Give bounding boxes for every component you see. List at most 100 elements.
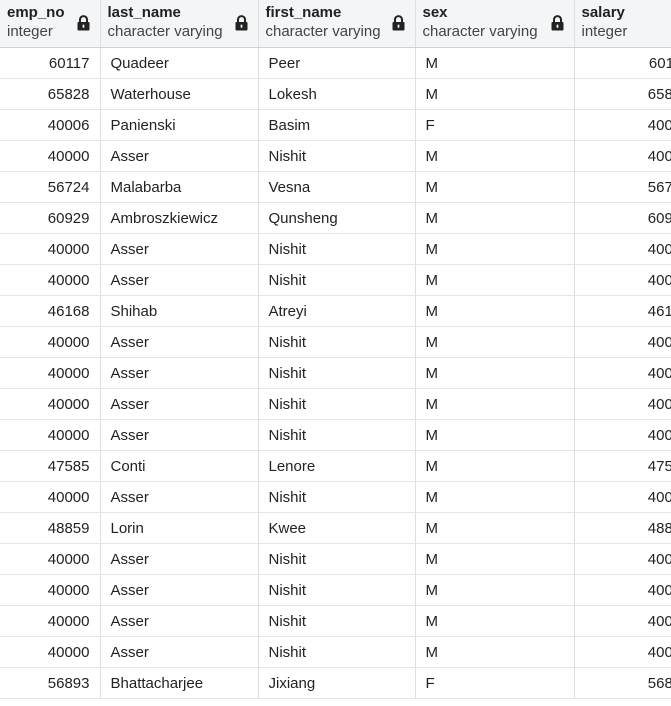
cell-sex[interactable]: M xyxy=(415,636,575,668)
cell-emp-no[interactable]: 60929 xyxy=(0,202,101,234)
cell-salary[interactable]: 65828 xyxy=(574,78,671,110)
cell-first-name[interactable]: Nishit xyxy=(258,140,416,172)
cell-salary[interactable]: 60117 xyxy=(574,47,671,79)
table-row[interactable]: 40006PanienskiBasimF40006 xyxy=(0,109,671,141)
cell-sex[interactable]: M xyxy=(415,202,575,234)
cell-salary[interactable]: 48859 xyxy=(574,512,671,544)
cell-last-name[interactable]: Asser xyxy=(100,326,259,358)
column-header-last-name[interactable]: last_name character varying xyxy=(100,0,259,48)
cell-first-name[interactable]: Nishit xyxy=(258,636,416,668)
table-row[interactable]: 56893BhattacharjeeJixiangF56893 xyxy=(0,667,671,699)
cell-sex[interactable]: M xyxy=(415,78,575,110)
cell-emp-no[interactable]: 40000 xyxy=(0,574,101,606)
cell-salary[interactable]: 40000 xyxy=(574,326,671,358)
cell-emp-no[interactable]: 56724 xyxy=(0,171,101,203)
cell-emp-no[interactable]: 46168 xyxy=(0,295,101,327)
table-row[interactable]: 40000AsserNishitM40000 xyxy=(0,481,671,513)
cell-sex[interactable]: M xyxy=(415,574,575,606)
cell-emp-no[interactable]: 40000 xyxy=(0,140,101,172)
cell-first-name[interactable]: Vesna xyxy=(258,171,416,203)
cell-last-name[interactable]: Lorin xyxy=(100,512,259,544)
cell-emp-no[interactable]: 60117 xyxy=(0,47,101,79)
cell-emp-no[interactable]: 56893 xyxy=(0,667,101,699)
cell-emp-no[interactable]: 47585 xyxy=(0,450,101,482)
cell-first-name[interactable]: Nishit xyxy=(258,419,416,451)
cell-sex[interactable]: M xyxy=(415,512,575,544)
cell-salary[interactable]: 56724 xyxy=(574,171,671,203)
cell-sex[interactable]: M xyxy=(415,388,575,420)
cell-salary[interactable]: 40000 xyxy=(574,233,671,265)
column-header-first-name[interactable]: first_name character varying xyxy=(258,0,416,48)
table-row[interactable]: 40000AsserNishitM40000 xyxy=(0,636,671,668)
cell-last-name[interactable]: Asser xyxy=(100,264,259,296)
cell-emp-no[interactable]: 65828 xyxy=(0,78,101,110)
cell-salary[interactable]: 40000 xyxy=(574,388,671,420)
cell-salary[interactable]: 40000 xyxy=(574,419,671,451)
cell-salary[interactable]: 40000 xyxy=(574,636,671,668)
cell-last-name[interactable]: Panienski xyxy=(100,109,259,141)
cell-last-name[interactable]: Shihab xyxy=(100,295,259,327)
cell-salary[interactable]: 47585 xyxy=(574,450,671,482)
cell-first-name[interactable]: Nishit xyxy=(258,326,416,358)
cell-last-name[interactable]: Asser xyxy=(100,357,259,389)
table-row[interactable]: 48859LorinKweeM48859 xyxy=(0,512,671,544)
cell-first-name[interactable]: Nishit xyxy=(258,605,416,637)
cell-salary[interactable]: 40000 xyxy=(574,543,671,575)
cell-first-name[interactable]: Atreyi xyxy=(258,295,416,327)
cell-sex[interactable]: M xyxy=(415,543,575,575)
cell-first-name[interactable]: Lokesh xyxy=(258,78,416,110)
table-row[interactable]: 56724MalabarbaVesnaM56724 xyxy=(0,171,671,203)
cell-salary[interactable]: 40000 xyxy=(574,481,671,513)
cell-sex[interactable]: M xyxy=(415,171,575,203)
cell-first-name[interactable]: Lenore xyxy=(258,450,416,482)
cell-last-name[interactable]: Asser xyxy=(100,481,259,513)
cell-emp-no[interactable]: 40000 xyxy=(0,326,101,358)
column-header-emp-no[interactable]: emp_no integer xyxy=(0,0,101,48)
cell-sex[interactable]: M xyxy=(415,605,575,637)
cell-sex[interactable]: M xyxy=(415,233,575,265)
cell-last-name[interactable]: Asser xyxy=(100,636,259,668)
cell-first-name[interactable]: Qunsheng xyxy=(258,202,416,234)
cell-last-name[interactable]: Conti xyxy=(100,450,259,482)
cell-sex[interactable]: M xyxy=(415,264,575,296)
cell-first-name[interactable]: Nishit xyxy=(258,357,416,389)
table-row[interactable]: 60929AmbroszkiewiczQunshengM60929 xyxy=(0,202,671,234)
cell-salary[interactable]: 56893 xyxy=(574,667,671,699)
cell-first-name[interactable]: Nishit xyxy=(258,574,416,606)
cell-emp-no[interactable]: 40000 xyxy=(0,543,101,575)
cell-sex[interactable]: F xyxy=(415,667,575,699)
cell-sex[interactable]: M xyxy=(415,357,575,389)
cell-first-name[interactable]: Nishit xyxy=(258,388,416,420)
cell-first-name[interactable]: Nishit xyxy=(258,543,416,575)
table-row[interactable]: 40000AsserNishitM40000 xyxy=(0,140,671,172)
cell-first-name[interactable]: Jixiang xyxy=(258,667,416,699)
cell-salary[interactable]: 60929 xyxy=(574,202,671,234)
cell-salary[interactable]: 40006 xyxy=(574,109,671,141)
cell-salary[interactable]: 40000 xyxy=(574,140,671,172)
cell-last-name[interactable]: Waterhouse xyxy=(100,78,259,110)
cell-sex[interactable]: F xyxy=(415,109,575,141)
cell-salary[interactable]: 40000 xyxy=(574,264,671,296)
table-row[interactable]: 40000AsserNishitM40000 xyxy=(0,543,671,575)
cell-emp-no[interactable]: 40000 xyxy=(0,233,101,265)
cell-last-name[interactable]: Bhattacharjee xyxy=(100,667,259,699)
cell-emp-no[interactable]: 40000 xyxy=(0,419,101,451)
table-row[interactable]: 60117QuadeerPeerM60117 xyxy=(0,47,671,79)
table-row[interactable]: 46168ShihabAtreyiM46168 xyxy=(0,295,671,327)
cell-first-name[interactable]: Basim xyxy=(258,109,416,141)
column-header-sex[interactable]: sex character varying xyxy=(415,0,575,48)
table-row[interactable]: 40000AsserNishitM40000 xyxy=(0,357,671,389)
cell-emp-no[interactable]: 40000 xyxy=(0,357,101,389)
table-row[interactable]: 40000AsserNishitM40000 xyxy=(0,605,671,637)
cell-first-name[interactable]: Nishit xyxy=(258,233,416,265)
cell-last-name[interactable]: Asser xyxy=(100,543,259,575)
cell-salary[interactable]: 40000 xyxy=(574,357,671,389)
table-row[interactable]: 65828WaterhouseLokeshM65828 xyxy=(0,78,671,110)
cell-sex[interactable]: M xyxy=(415,140,575,172)
cell-last-name[interactable]: Asser xyxy=(100,574,259,606)
cell-first-name[interactable]: Kwee xyxy=(258,512,416,544)
table-row[interactable]: 47585ContiLenoreM47585 xyxy=(0,450,671,482)
cell-last-name[interactable]: Quadeer xyxy=(100,47,259,79)
cell-last-name[interactable]: Asser xyxy=(100,419,259,451)
table-row[interactable]: 40000AsserNishitM40000 xyxy=(0,388,671,420)
